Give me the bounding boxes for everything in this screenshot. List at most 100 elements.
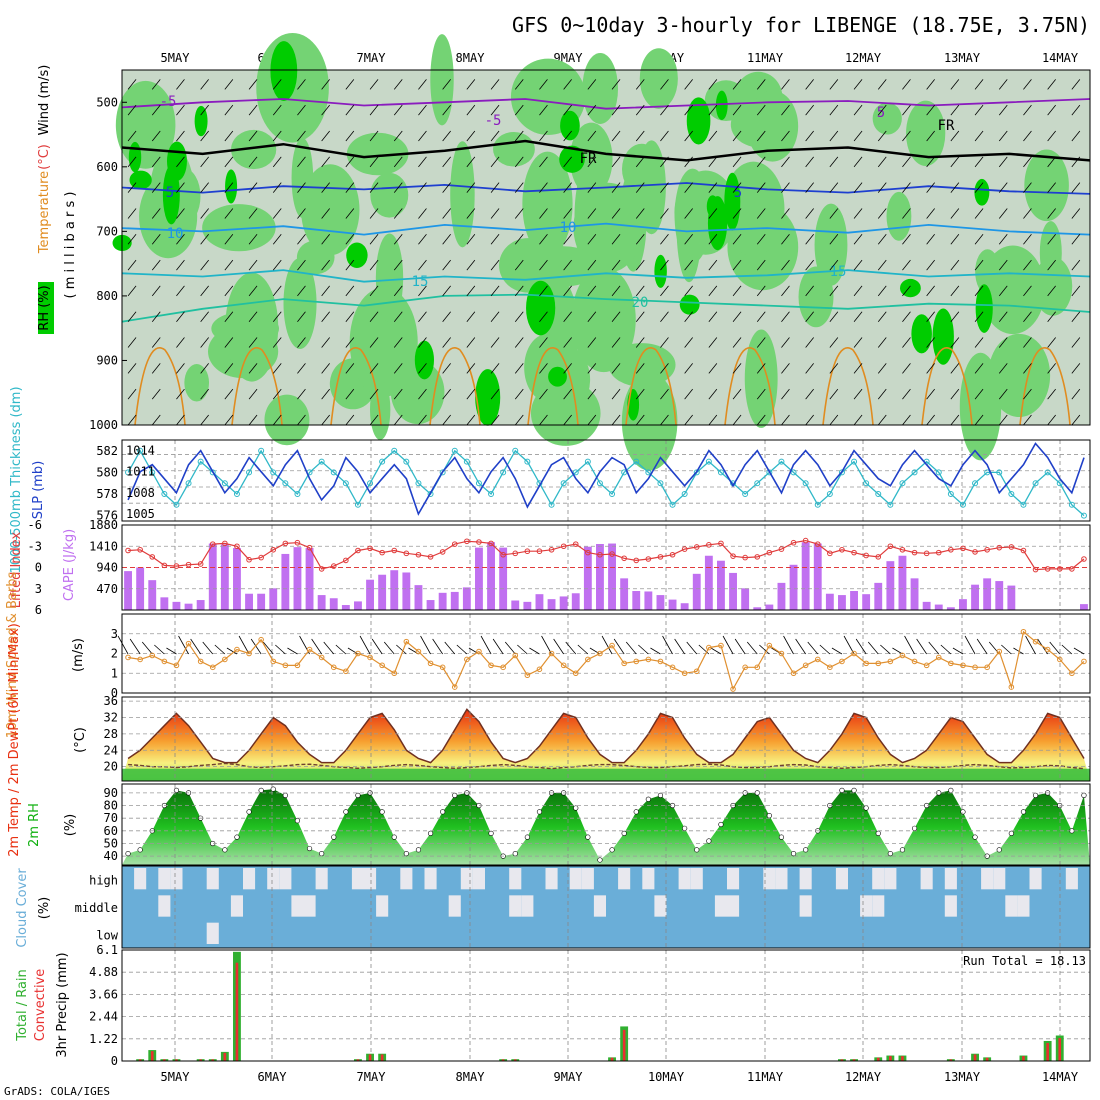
wind-barb (926, 259, 935, 271)
rh-core (129, 170, 152, 190)
wind-barb (1071, 363, 1081, 374)
wind-barb (442, 259, 451, 271)
wind-barb (877, 156, 887, 168)
cloud-gap-high (799, 868, 812, 890)
wind-barb (1023, 234, 1032, 245)
wind-barb (248, 285, 258, 297)
wind-barb (127, 156, 137, 168)
li-point (972, 549, 978, 555)
wind-barb (877, 182, 887, 193)
wind-barb (297, 234, 306, 245)
wind-barb (466, 337, 476, 348)
thickness-point (403, 458, 410, 465)
li-point (367, 545, 373, 552)
wind-barb (781, 182, 790, 193)
wind-barb (127, 363, 137, 374)
thickness-point (645, 469, 652, 476)
thickness-point (766, 469, 773, 476)
cape-bar (777, 582, 786, 610)
cloud-gap-middle (303, 895, 316, 917)
surface-wind-barb (383, 641, 395, 655)
surface-wind-barb (988, 641, 1000, 655)
li-point (693, 544, 700, 550)
wind-barb (660, 130, 669, 142)
wind-barb (127, 234, 137, 245)
cloud-row-label: middle (75, 901, 118, 915)
wind-barb (272, 363, 282, 374)
rh-point (960, 809, 966, 815)
slp-tick: 1008 (126, 486, 155, 500)
wind-barb (587, 182, 597, 193)
wind-speed-point (209, 664, 216, 671)
rh-core (194, 105, 208, 137)
wind-speed-point (609, 642, 615, 649)
surface-wind-barb (892, 647, 903, 655)
rh-point (706, 838, 712, 844)
li-point (669, 551, 676, 558)
wind-barb (781, 311, 790, 322)
thickness-point (899, 480, 906, 487)
cape-bar (160, 597, 169, 610)
wind-barb (418, 311, 427, 322)
surface-wind-barb (1061, 644, 1073, 655)
rh-blob (493, 131, 535, 167)
thickness-point (221, 480, 228, 487)
wind-barb (660, 208, 669, 219)
wind-barb (587, 234, 597, 245)
slp-tick: 1005 (126, 507, 155, 521)
wind-barb (176, 414, 185, 426)
precip-convective-label: Convective (33, 969, 48, 1042)
cape-bar (959, 599, 967, 610)
cape-bar (680, 603, 689, 610)
wind-speed-point (1069, 670, 1075, 677)
wind-barb (974, 79, 984, 90)
rh-core (707, 196, 728, 251)
temperature-tick: 20 (104, 760, 118, 774)
li-point (234, 543, 240, 550)
wind-barb (853, 130, 863, 142)
rh-point (996, 847, 1002, 853)
surface-wind-barb (504, 641, 516, 655)
wind-barb (393, 130, 403, 142)
cape-bar (281, 553, 290, 610)
li-point (911, 549, 918, 556)
cloud-gap-high (1065, 868, 1078, 890)
rh-blob (814, 203, 848, 286)
wind-barb (490, 363, 500, 374)
rh-point (452, 792, 458, 798)
cape-bar (559, 596, 568, 610)
cloud-gap-high (267, 868, 280, 890)
surface-wind-barb (238, 635, 250, 655)
rh-point (1008, 830, 1014, 836)
precip-tick: 6.1 (96, 943, 118, 957)
li-point (270, 546, 277, 553)
wind-barb (418, 337, 427, 348)
wind-barb (466, 388, 476, 400)
cloud-gap-middle (727, 895, 740, 917)
precip-axis-label: 3hr Precip (mm) (55, 952, 70, 1057)
wind-barb (950, 182, 960, 193)
wind-barb (708, 259, 718, 271)
cape-bar (257, 593, 266, 610)
wind-barb (466, 104, 476, 116)
wind-unit-label: (m/s) (71, 638, 86, 672)
thickness-point (838, 469, 845, 476)
isotherm-25 (724, 347, 776, 426)
wind-barb (563, 363, 572, 374)
surface-wind-barb (226, 647, 238, 655)
pressure-tick: 500 (96, 95, 118, 109)
cloud-gap-high (944, 868, 957, 890)
thickness-point (258, 447, 265, 454)
thickness-point (173, 501, 180, 508)
wind-barb (151, 311, 161, 322)
li-point (923, 550, 930, 557)
li-point (1032, 566, 1039, 573)
li-point (512, 550, 519, 557)
pressure-tick: 1000 (89, 418, 118, 432)
isotherm-25 (527, 347, 579, 426)
li-point (548, 546, 555, 553)
wind-barb (805, 285, 814, 297)
wind-speed-point (161, 658, 168, 665)
li-point (935, 549, 942, 556)
cape-tick: 470 (96, 582, 118, 596)
